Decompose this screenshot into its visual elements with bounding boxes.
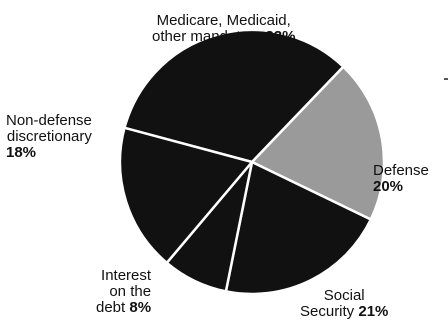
label-interest-pct: 8% xyxy=(129,299,152,316)
slice-non-defense xyxy=(118,126,254,265)
label-interest: Interest on the debt 8% xyxy=(96,268,151,316)
label-defense-pct: 20% xyxy=(373,178,404,195)
slice-defense xyxy=(250,65,386,221)
label-interest-line-3: debt xyxy=(96,299,126,316)
pie-slices xyxy=(118,28,386,296)
slice-social-security xyxy=(224,160,373,296)
label-defense-line-1: Defense xyxy=(373,162,429,179)
label-social-security: Social Security 21% xyxy=(300,288,388,320)
label-medicare: Medicare, Medicaid, other mandatory 33% xyxy=(152,13,295,45)
label-medicare-line-1: Medicare, Medicaid, xyxy=(156,12,291,29)
slice-medicare xyxy=(123,28,345,164)
label-social-security-pct: 21% xyxy=(358,303,389,320)
label-non-defense-pct: 18% xyxy=(6,144,37,161)
label-interest-line-2: on the xyxy=(109,283,152,300)
label-non-defense-line-2: discretionary xyxy=(6,128,92,145)
label-non-defense: Non-defense discretionary 18% xyxy=(6,113,92,161)
label-medicare-pct: 33% xyxy=(265,28,296,45)
label-non-defense-line-1: Non-defense xyxy=(6,112,92,129)
label-defense: Defense 20% xyxy=(373,163,429,195)
label-medicare-line-2: other mandatory xyxy=(152,28,262,45)
label-social-security-line-2: Security xyxy=(300,303,355,320)
label-social-security-line-1: Social xyxy=(323,287,365,304)
label-interest-line-1: Interest xyxy=(101,267,152,284)
edge-mark xyxy=(444,78,448,80)
